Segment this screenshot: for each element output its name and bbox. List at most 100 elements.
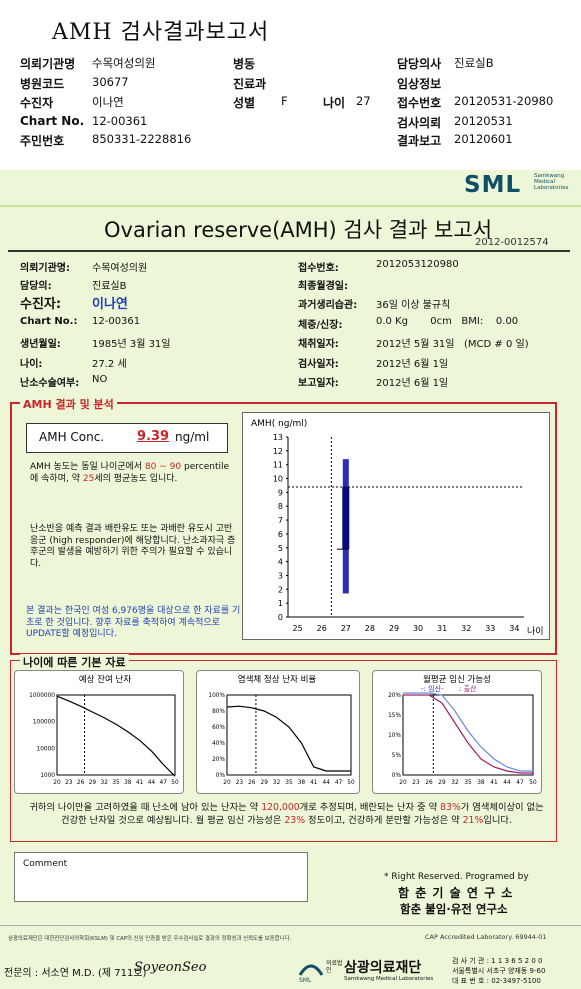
header-l2-2: 성별 bbox=[233, 96, 256, 110]
amh-conc-unit: ng/ml bbox=[175, 430, 210, 444]
header-l1-3: Chart No. bbox=[20, 114, 85, 128]
pregnancy-panel: 월평균 임신 가능성 20 23 26 29 32 35 38 41 44 47 50 20% 15% 10… bbox=[372, 670, 542, 794]
y-tick-label: 3 bbox=[278, 571, 283, 580]
header-l1-4: 주민번호 bbox=[20, 134, 65, 148]
info-left-label-3: Chart No.: bbox=[20, 316, 78, 327]
remaining-eggs-panel: 예상 잔여 난자 20 23 26 29 32 35 38 41 44 47 50 1000000 100… bbox=[14, 670, 184, 794]
info-right-label-6: 보고일자: bbox=[298, 378, 339, 389]
y-tick-label: 8 bbox=[278, 502, 283, 511]
y-tick-label: 0 bbox=[278, 613, 283, 622]
summary-preg: 23% bbox=[284, 815, 306, 826]
mini-x-tick: 29 bbox=[261, 780, 269, 786]
info-right-label-2: 과거생리습관: bbox=[298, 300, 358, 311]
header-v3-2: 20120531-20980 bbox=[454, 94, 554, 108]
info-left-label-4: 생년월일: bbox=[20, 339, 61, 350]
institute-2: 함춘 불임·유전 연구소 bbox=[400, 902, 508, 916]
info-right-label-0: 접수번호: bbox=[298, 263, 339, 274]
info-left-label-6: 난소수술여부: bbox=[20, 378, 80, 389]
amh-conc-label: AMH Conc. bbox=[39, 430, 105, 444]
header-l1-1: 병원코드 bbox=[20, 77, 65, 91]
mini-x-tick: 50 bbox=[171, 780, 179, 786]
y-tick-label: 11 bbox=[273, 461, 283, 470]
mini-x-tick: 23 bbox=[412, 780, 420, 786]
mini-y-tick: 20% bbox=[212, 757, 225, 763]
doctor-name: 전문의 : 서소연 M.D. (제 711호) bbox=[4, 968, 147, 979]
main-title: Ovarian reserve(AMH) 검사 결과 보고서 bbox=[104, 218, 493, 242]
mini-x-tick: 47 bbox=[335, 780, 343, 786]
pregnancy-chart: 월평균 임신 가능성 20 23 26 29 32 35 38 41 44 47 50 20% 15% 10… bbox=[388, 674, 537, 786]
mini-x-tick: 44 bbox=[323, 780, 331, 786]
header-v3-0: 진료실B bbox=[454, 56, 494, 70]
mini-y-tick: 1000 bbox=[40, 773, 55, 779]
mini-x-tick: 26 bbox=[248, 780, 256, 786]
mini-x-tick: 23 bbox=[236, 780, 244, 786]
summary-c: 가 염색체이상이 없는 건강한 난자일 것으로 예상됩니다. 월 평균 임신 가… bbox=[61, 802, 544, 826]
info-right-label-5: 검사일자: bbox=[298, 359, 339, 370]
chart-x-label: 나이 bbox=[527, 626, 544, 637]
y-tick-label: 9 bbox=[278, 488, 283, 497]
normal-ratio-panel: 염색체 정상 난자 비율 20 23 26 29 32 35 38 41 44 47 50 100% 80… bbox=[196, 670, 360, 794]
info-left-label-2: 수진자: bbox=[20, 297, 62, 312]
mini-x-tick: 20 bbox=[399, 780, 407, 786]
y-tick-label: 10 bbox=[273, 475, 283, 484]
response-text: 난소반응 예측 결과 배란유도 또는 과배란 유도시 고반응군 (high re… bbox=[30, 524, 236, 569]
header-l2-1: 진료과 bbox=[233, 77, 267, 91]
report-title: AMH 검사결과보고서 bbox=[52, 20, 270, 45]
info-right-label-3: 체중/신장: bbox=[298, 320, 343, 331]
x-tick-label: 26 bbox=[317, 624, 327, 633]
range-inner-bar bbox=[342, 486, 350, 550]
legend-birth: : 출산 bbox=[459, 684, 477, 693]
basic-data-box bbox=[10, 660, 557, 842]
amh-percentile: 80 ~ 90 bbox=[144, 462, 182, 472]
comment-box: Comment bbox=[14, 852, 308, 902]
institute-1: 함 춘 기 술 연 구 소 bbox=[398, 886, 514, 900]
info-left-value-3: 12-00361 bbox=[92, 316, 141, 327]
svg-text:SML: SML bbox=[299, 977, 312, 983]
mini-x-tick: 32 bbox=[101, 780, 109, 786]
summary-e: 입니다. bbox=[483, 815, 512, 826]
summary-b: 개로 추정되며, 배란되는 난자 중 약 bbox=[299, 802, 438, 813]
address: 서울특별시 서초구 양재동 9-60 bbox=[452, 967, 546, 975]
header-l3-3: 검사의뢰 bbox=[397, 116, 442, 130]
mini-y-tick: 0% bbox=[216, 773, 226, 779]
y-tick-label: 6 bbox=[278, 530, 283, 539]
header-v3-4: 20120601 bbox=[454, 132, 513, 146]
basic-data-label: 나이에 따른 기본 자료 bbox=[20, 654, 129, 670]
mini-plot-frame bbox=[226, 694, 352, 776]
y-tick-label: 2 bbox=[278, 585, 283, 594]
header-l3-4: 결과보고 bbox=[397, 134, 442, 148]
mini-x-tick: 38 bbox=[477, 780, 485, 786]
mini-y-tick: 10% bbox=[388, 733, 401, 739]
footer-divider bbox=[0, 925, 581, 926]
info-left-label-1: 담당의: bbox=[20, 281, 52, 292]
mini-x-tick: 47 bbox=[516, 780, 524, 786]
summary-text: 귀하의 나이만을 고려하였을 때 난소에 남아 있는 난자는 약 120,000… bbox=[24, 801, 549, 827]
mini-x-tick: 20 bbox=[223, 780, 231, 786]
header-l2-0: 병동 bbox=[233, 57, 256, 71]
mini-x-tick: 29 bbox=[438, 780, 446, 786]
mini-x-tick: 32 bbox=[451, 780, 459, 786]
mini-plot-frame bbox=[402, 694, 534, 776]
mini-plot-frame bbox=[56, 694, 176, 776]
mini-x-tick: 26 bbox=[425, 780, 433, 786]
mini-y-tick: 60% bbox=[212, 725, 225, 731]
amh-equiv-age: 25 bbox=[82, 473, 95, 484]
foundation-prefix: 의료법인 bbox=[326, 960, 343, 974]
header-v3-3: 20120531 bbox=[454, 114, 513, 128]
pregnancy-series-line bbox=[403, 692, 533, 772]
x-tick-label: 33 bbox=[485, 624, 495, 633]
info-right-value-3: 0.0 Kg 0cm BMI: 0.00 bbox=[376, 316, 519, 327]
chart-y-label: AMH( ng/ml) bbox=[251, 419, 307, 429]
foundation-en: Samkwang Medical Laboratories bbox=[344, 976, 434, 982]
amh-text-b: percentile에 속하며, 약 bbox=[30, 462, 230, 484]
amh-section-label: AMH 결과 및 분석 bbox=[20, 396, 117, 412]
info-left-value-2: 이나연 bbox=[92, 297, 128, 312]
reg-number: 검 사 기 관 : 1 1 3 6 5 2 0 0 bbox=[452, 957, 543, 965]
amh-conc-value: 9.39 bbox=[137, 429, 170, 444]
header-v1-3: 12-00361 bbox=[92, 114, 148, 128]
info-left-value-5: 27.2 세 bbox=[92, 359, 127, 370]
y-tick-label: 1 bbox=[278, 599, 283, 608]
summary-eggs: 120,000 bbox=[261, 802, 300, 813]
pregnancy-series-line bbox=[403, 694, 533, 774]
